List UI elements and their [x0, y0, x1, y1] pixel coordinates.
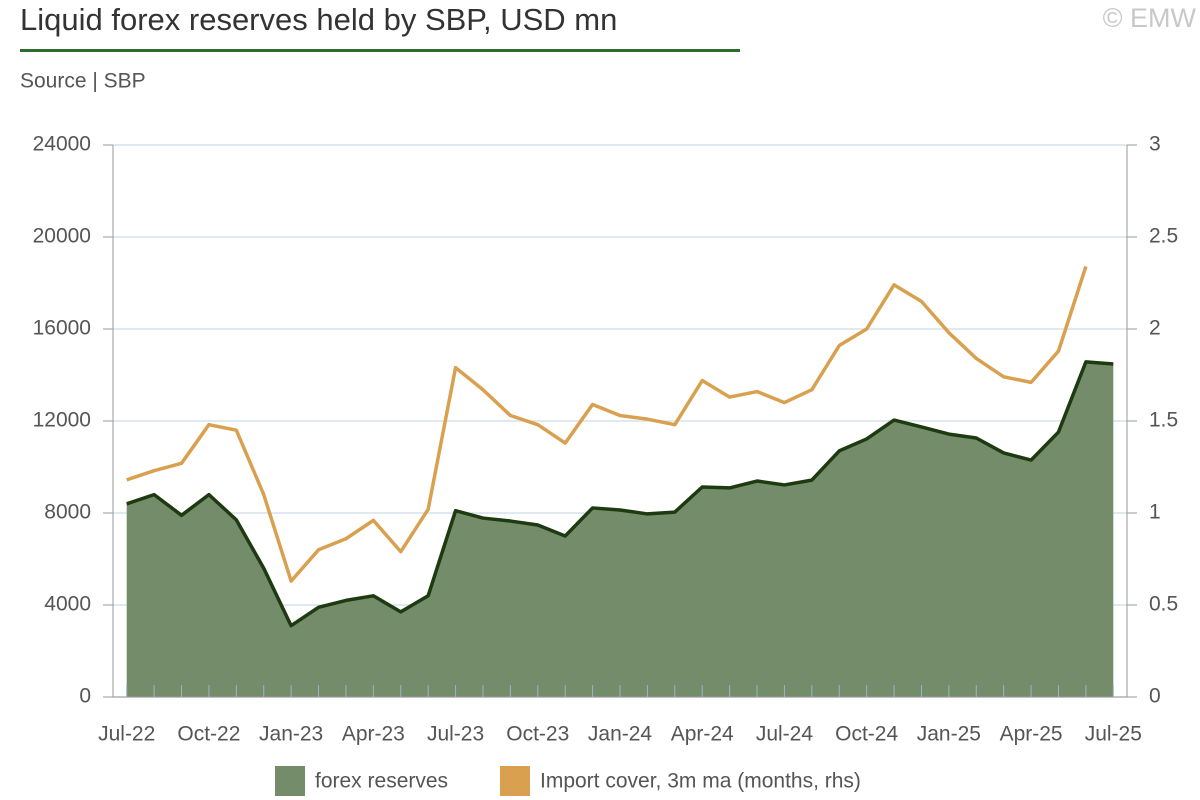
- area-line: [126, 360, 1114, 628]
- y2-tick-label: 0.5: [1149, 593, 1178, 616]
- legend-swatch: [500, 766, 530, 796]
- y-tick-label: 16000: [33, 317, 91, 340]
- x-tick-label: Oct-22: [177, 723, 240, 746]
- subtitle: Source | SBP: [20, 70, 146, 93]
- credit: © EMW: [1103, 3, 1197, 33]
- legend-label: Import cover, 3m ma (months, rhs): [540, 770, 861, 793]
- chart-title: Liquid forex reserves held by SBP, USD m…: [20, 2, 617, 37]
- x-tick-label: Jul-22: [98, 723, 155, 746]
- legend-label: forex reserves: [315, 770, 448, 793]
- x-tick-label: Jan-25: [917, 723, 981, 746]
- x-tick-label: Jul-25: [1085, 723, 1142, 746]
- y-tick-label: 20000: [33, 225, 91, 248]
- x-tick-label: Oct-24: [835, 723, 898, 746]
- y-tick-label: 0: [79, 685, 91, 708]
- title-underline: [20, 49, 740, 52]
- y2-tick-label: 0: [1149, 685, 1161, 708]
- x-tick-label: Jan-23: [259, 723, 323, 746]
- x-tick-label: Apr-25: [1000, 723, 1063, 746]
- x-tick-label: Oct-23: [506, 723, 569, 746]
- area: [126, 361, 1114, 697]
- x-tick-label: Apr-24: [671, 723, 734, 746]
- x-tick-label: Apr-23: [342, 723, 405, 746]
- y-tick-label: 8000: [44, 501, 91, 524]
- y2-tick-label: 2: [1149, 317, 1161, 340]
- x-tick-label: Jan-24: [588, 723, 653, 746]
- y-tick-label: 12000: [33, 409, 91, 432]
- y2-tick-label: 1: [1149, 501, 1161, 524]
- y-tick-label: 24000: [33, 133, 91, 156]
- x-tick-label: Jul-24: [756, 723, 814, 746]
- y-tick-label: 4000: [44, 593, 91, 616]
- legend-swatch: [275, 766, 305, 796]
- y2-tick-label: 1.5: [1149, 409, 1178, 432]
- y2-tick-label: 2.5: [1149, 225, 1178, 248]
- line: [126, 265, 1088, 583]
- y2-tick-label: 3: [1149, 133, 1161, 156]
- x-tick-label: Jul-23: [427, 723, 484, 746]
